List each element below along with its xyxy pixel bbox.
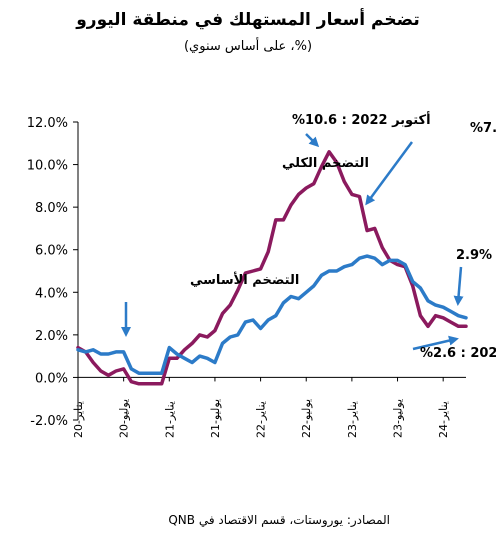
x-tick-label: يناير-21	[163, 401, 176, 438]
y-tick-label: -2.0%	[30, 414, 68, 429]
x-tick-label: يوليو-22	[300, 399, 313, 438]
annotation-core-last: 2.9%	[456, 248, 492, 263]
arrow-core-peak	[365, 141, 414, 206]
y-tick-label: 12.0%	[27, 116, 68, 131]
axes	[77, 122, 466, 420]
annotation-headline-last: أبريل 2024 : 2.6%	[420, 344, 496, 361]
x-tick-label: يناير-23	[346, 401, 359, 438]
x-tick-label: يوليو-20	[118, 399, 131, 438]
series-line-core	[76, 254, 468, 375]
y-tick-label: 4.0%	[35, 286, 68, 301]
source-note: المصادر: يوروستات، قسم الاقتصاد في QNB	[168, 513, 390, 527]
chart-title: تضخم أسعار المستهلك في منطقة اليورو	[76, 10, 420, 30]
annotation-core-label: التضخم الأساسي	[190, 271, 299, 288]
x-tick-label: يوليو-23	[392, 399, 405, 438]
y-tick-label: 0.0%	[35, 371, 68, 386]
arrow-headline-peak	[305, 133, 320, 148]
annotation-arrows	[121, 133, 464, 351]
x-axis-ticks: يناير-20يوليو-20يناير-21يوليو-21يناير-22…	[72, 377, 450, 438]
y-tick-label: 10.0%	[27, 159, 68, 174]
arrow-core-last	[453, 266, 464, 306]
annotation-core-peak: مارس 2023 : 7.6%	[470, 121, 496, 136]
x-tick-label: يناير-22	[255, 401, 268, 438]
series-layer	[76, 150, 468, 386]
y-tick-label: 2.0%	[35, 329, 68, 344]
x-tick-label: يوليو-21	[209, 399, 222, 438]
y-tick-label: 6.0%	[35, 244, 68, 259]
annotation-headline-peak: أكتوبر 2022 : 10.6%	[292, 111, 431, 128]
chart-subtitle: (%، على أساس سنوي)	[183, 39, 313, 54]
annotations: أكتوبر 2022 : 10.6% مارس 2023 : 7.6% 2.9% أ…	[190, 111, 496, 361]
y-tick-label: 8.0%	[35, 201, 68, 216]
annotation-headline-label: التضخم الكلي	[282, 156, 369, 171]
arrow-headline-last	[412, 335, 459, 351]
x-tick-label: يناير-24	[437, 401, 450, 438]
y-axis-ticks: 12.0% 10.0% 8.0% 6.0% 4.0% 2.0% 0.0% -2.0%	[27, 116, 78, 429]
series-line-headline	[76, 150, 468, 386]
